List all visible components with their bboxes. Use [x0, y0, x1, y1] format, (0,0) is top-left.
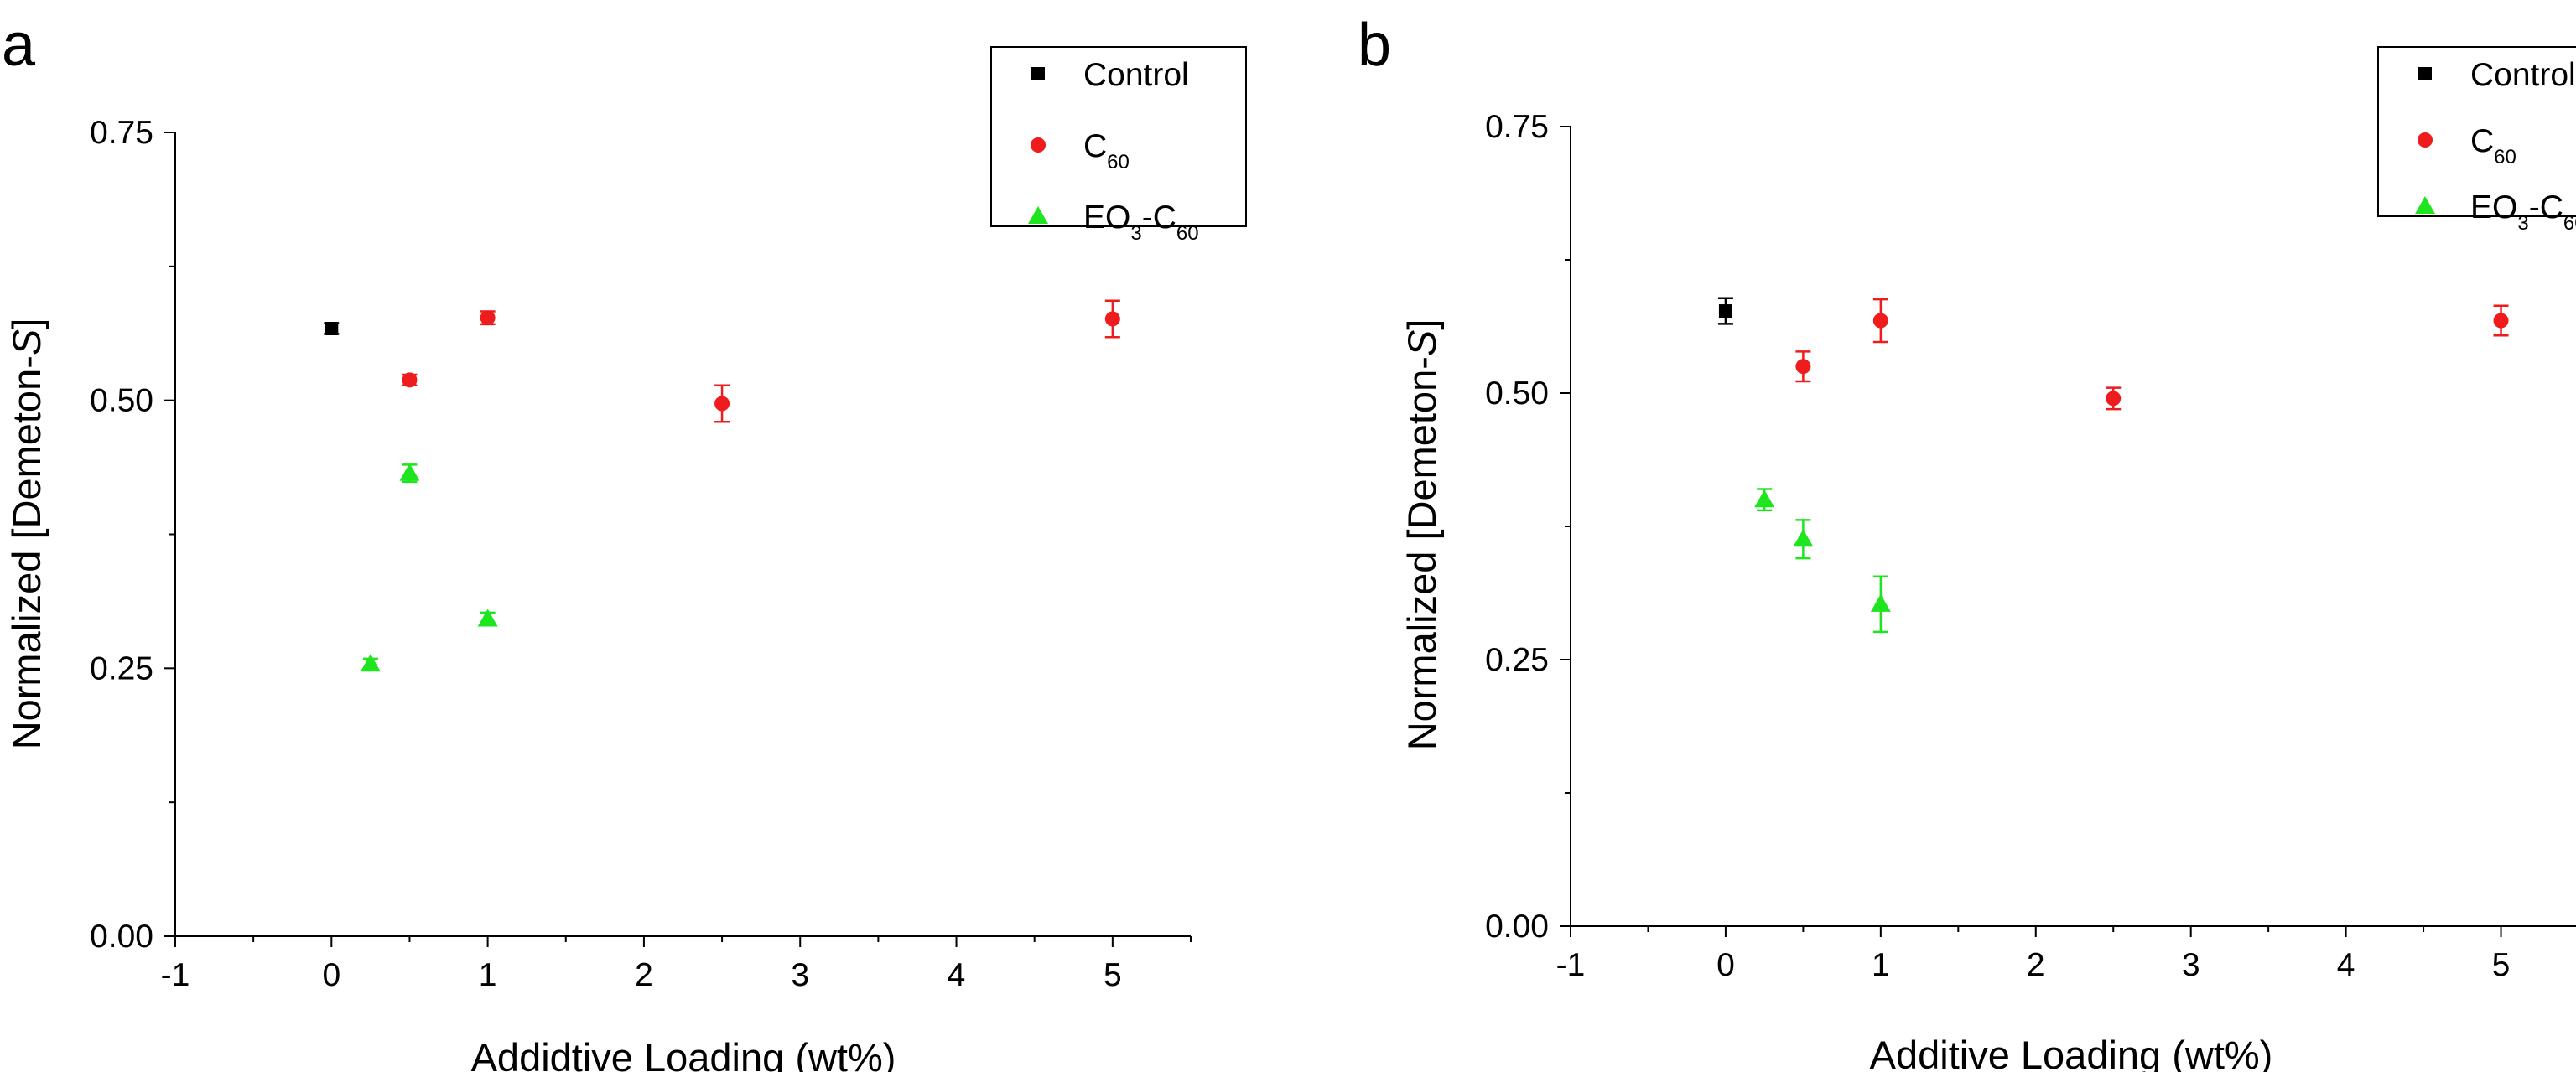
- series-C60: [1795, 298, 2509, 411]
- y-tick-label: 0.75: [1485, 109, 1549, 145]
- data-point: [2493, 313, 2509, 329]
- data-point: [325, 321, 339, 335]
- data-point: [480, 310, 496, 326]
- y-tick-label: 0.00: [1485, 909, 1549, 945]
- legend-label: Control: [2470, 57, 2576, 93]
- panel-b: b -1 0 1 2 3 4 5 0.00 0.25 0.50 0.75 Additive Loadin…: [1358, 12, 2576, 1072]
- series-EO3-C60: [1754, 488, 1891, 634]
- data-point: [477, 609, 498, 627]
- legend-marker: [1031, 67, 1045, 80]
- data-point: [1872, 313, 1888, 329]
- x-tick-label: 4: [948, 957, 966, 993]
- y-tick-label: 0.25: [1485, 642, 1549, 678]
- x-tick-label: 0: [322, 957, 340, 993]
- legend-marker: [2418, 67, 2432, 80]
- data-point: [1795, 359, 1811, 375]
- series-EO3-C60: [360, 463, 498, 672]
- legend-label: EO3-C60: [1083, 199, 1199, 245]
- x-tick-label: 5: [2492, 947, 2511, 983]
- data-point: [1793, 529, 1814, 547]
- legend-marker: [2418, 132, 2433, 148]
- y-axis-title: Normalized [Demeton-S]: [1400, 319, 1444, 751]
- series-C60: [402, 299, 1120, 423]
- x-tick-label: 0: [1716, 947, 1735, 983]
- x-tick-label: 3: [2182, 947, 2200, 983]
- y-tick-label: 0.00: [90, 919, 153, 955]
- x-tick-label: -1: [1556, 947, 1586, 983]
- data-point: [399, 463, 420, 481]
- x-tick-label: 3: [791, 957, 809, 993]
- x-tick-label: 4: [2337, 947, 2355, 983]
- legend-label: Control: [1083, 57, 1189, 93]
- panel-label: b: [1358, 12, 1391, 79]
- x-tick-label: 2: [635, 957, 653, 993]
- x-tick-label: 1: [1872, 947, 1890, 983]
- x-axis-title: Addidtive Loading (wt%): [471, 1035, 896, 1072]
- data-point: [402, 372, 418, 388]
- data-point: [1870, 593, 1891, 612]
- panel-label: a: [2, 12, 36, 79]
- legend-label: C60: [2470, 123, 2516, 168]
- legend-marker: [2415, 196, 2435, 214]
- y-tick-label: 0.50: [1485, 375, 1549, 412]
- x-tick-label: 1: [479, 957, 497, 993]
- data-point: [1718, 304, 1732, 318]
- x-tick-label: 2: [2027, 947, 2045, 983]
- panel-a: a -1 0 1 2 3 4 5 0.00 0.25 0.50 0.75 Addidtive Loadi…: [2, 12, 1247, 1072]
- series-Control: [324, 321, 340, 335]
- y-axis-title: Normalized [Demeton-S]: [4, 318, 49, 750]
- x-tick-label: 5: [1104, 957, 1122, 993]
- legend: Control C60 EO3-C60: [990, 46, 1247, 245]
- legend-label: C60: [1083, 128, 1130, 173]
- legend-marker: [1031, 137, 1046, 153]
- series-Control: [1717, 297, 1733, 325]
- y-tick-label: 0.50: [90, 383, 153, 419]
- data-point: [1104, 311, 1120, 327]
- legend-marker: [1028, 206, 1048, 224]
- legend-label: EO3-C60: [2470, 189, 2576, 235]
- data-point: [714, 396, 730, 412]
- legend: Control C60 EO3-C60: [2377, 46, 2576, 235]
- data-point: [1754, 489, 1775, 508]
- x-axis-title: Additive Loading (wt%): [1870, 1033, 2273, 1072]
- y-tick-label: 0.75: [90, 115, 153, 151]
- data-point: [360, 654, 381, 672]
- y-tick-label: 0.25: [90, 650, 153, 686]
- x-tick-label: -1: [161, 957, 190, 993]
- data-point: [2106, 391, 2122, 407]
- legend-box: [2377, 46, 2576, 217]
